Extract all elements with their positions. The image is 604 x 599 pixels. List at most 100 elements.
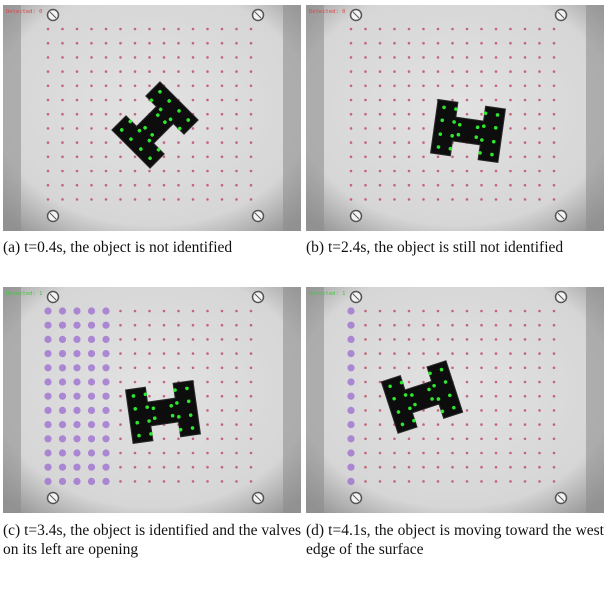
tracking-marker xyxy=(147,138,152,143)
valve-dot xyxy=(523,465,527,469)
valve-dot xyxy=(119,141,122,144)
valve-dot xyxy=(480,451,483,455)
valve-dot xyxy=(119,323,122,327)
valve-dot xyxy=(523,70,527,73)
valve-dot xyxy=(148,323,151,327)
valve-dot xyxy=(378,480,382,483)
valve-dot xyxy=(90,127,93,130)
valve-dot xyxy=(206,437,209,441)
open-valve-dot xyxy=(58,463,67,471)
valve-dot xyxy=(538,183,541,187)
valve-dot xyxy=(509,127,512,130)
valve-dot xyxy=(378,409,382,412)
valve-dot xyxy=(220,127,224,130)
valve-dot xyxy=(364,323,367,327)
valve-dot xyxy=(494,183,498,187)
valve-dot xyxy=(422,112,425,116)
valve-dot xyxy=(451,70,454,73)
valve-dot xyxy=(393,198,396,201)
valve-dot xyxy=(249,380,253,384)
valve-dot xyxy=(480,465,483,469)
valve-dot xyxy=(349,155,353,159)
valve-dot xyxy=(104,41,108,45)
valve-dot xyxy=(90,84,93,88)
valve-dot xyxy=(523,352,527,355)
valve-dot xyxy=(349,98,353,102)
valve-dot xyxy=(75,141,79,144)
tracking-marker xyxy=(128,119,133,124)
valve-dot xyxy=(509,84,512,88)
valve-dot xyxy=(249,451,253,455)
valve-dot xyxy=(220,84,224,88)
valve-dot xyxy=(162,183,166,187)
valve-dot xyxy=(206,141,209,144)
valve-dot xyxy=(509,98,512,102)
open-valve-dot xyxy=(58,307,67,315)
valve-dot xyxy=(104,141,108,144)
valve-dot xyxy=(552,141,556,144)
object-shape xyxy=(380,360,464,434)
valve-dot xyxy=(46,41,50,45)
valve-dot xyxy=(407,27,411,31)
object-body xyxy=(380,360,464,434)
valve-dot xyxy=(393,112,396,116)
valve-dot xyxy=(480,437,483,441)
valve-dot xyxy=(206,27,209,31)
valve-dot xyxy=(104,169,108,173)
valve-dot xyxy=(451,309,454,313)
valve-dot xyxy=(235,183,238,187)
valve-dot xyxy=(436,409,440,412)
valve-dot xyxy=(422,127,425,130)
valve-dot xyxy=(206,323,209,327)
valve-dot xyxy=(552,437,556,441)
valve-dot xyxy=(436,169,440,173)
valve-dot xyxy=(235,84,238,88)
valve-dot xyxy=(46,141,50,144)
valve-dot xyxy=(177,338,180,341)
valve-dot xyxy=(177,27,180,31)
valve-dot xyxy=(509,183,512,187)
valve-dot xyxy=(206,394,209,398)
valve-dot xyxy=(480,183,483,187)
valve-dot xyxy=(162,70,166,73)
open-valve-dot xyxy=(87,463,96,471)
valve-dot xyxy=(177,141,180,144)
valve-dot xyxy=(191,437,195,441)
valve-dot xyxy=(465,352,469,355)
open-valve-dot xyxy=(44,435,52,443)
tracking-marker xyxy=(169,403,174,408)
tracking-marker xyxy=(490,152,494,157)
open-valve-dot xyxy=(44,421,52,429)
valve-dot xyxy=(494,41,498,45)
valve-dot xyxy=(119,380,122,384)
valve-dot xyxy=(422,366,425,370)
tracking-marker xyxy=(412,418,416,423)
open-valve-dot xyxy=(58,449,67,457)
valve-dot xyxy=(451,366,454,370)
valve-dot xyxy=(552,451,556,455)
valve-dot xyxy=(249,56,253,59)
valve-dot xyxy=(480,70,483,73)
open-valve-dot xyxy=(44,449,52,457)
tracking-marker xyxy=(439,367,444,372)
valve-dot xyxy=(133,56,137,59)
tracking-marker xyxy=(438,132,443,136)
valve-dot xyxy=(206,409,209,412)
valve-dot xyxy=(249,198,253,201)
valve-dot xyxy=(480,366,483,370)
valve-dot xyxy=(494,198,498,201)
valve-dot xyxy=(119,338,122,341)
valve-dot xyxy=(119,465,122,469)
valve-dot xyxy=(206,465,209,469)
valve-dot xyxy=(177,70,180,73)
open-valve-dot xyxy=(347,378,355,386)
tracking-marker xyxy=(457,122,462,127)
valve-dot xyxy=(364,409,367,412)
valve-dot xyxy=(436,27,440,31)
valve-dot xyxy=(364,183,367,187)
valve-dot xyxy=(523,198,527,201)
valve-dot xyxy=(364,98,367,102)
valve-dot xyxy=(393,309,396,313)
tracking-marker xyxy=(452,120,456,124)
valve-dot xyxy=(552,41,556,45)
